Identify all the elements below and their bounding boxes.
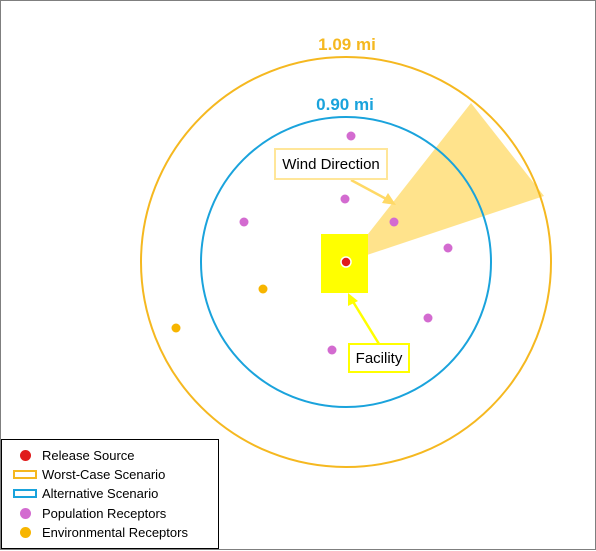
alternative-swatch: [13, 489, 37, 499]
wind-callout-arrowhead: [382, 193, 396, 205]
environmental-receptor: [171, 323, 181, 333]
environmental-swatch: [19, 526, 31, 538]
legend-item-alternative: Alternative Scenario: [10, 484, 218, 503]
environmental-receptor: [258, 284, 268, 294]
facility-callout-arrowhead: [348, 293, 358, 306]
worst-case-ring-label: 1.09 mi: [318, 35, 376, 54]
population-receptor: [346, 131, 356, 141]
environmental-receptors: [171, 284, 268, 333]
legend-label: Alternative Scenario: [42, 486, 159, 502]
legend-label: Worst-Case Scenario: [42, 467, 166, 483]
population-receptor: [389, 217, 399, 227]
wind-direction-cone: [346, 103, 544, 262]
release-source-swatch: [19, 450, 31, 462]
population-receptor: [443, 243, 453, 253]
population-receptor: [340, 194, 350, 204]
wind-callout-box: [274, 148, 388, 180]
facility-callout-box: [348, 343, 410, 373]
wind-callout-arrow: [350, 178, 391, 203]
legend-item-population: Population Receptors: [10, 504, 218, 523]
population-receptor: [423, 313, 433, 323]
legend-item-release-source: Release Source: [10, 446, 218, 465]
legend-item-worst-case: Worst-Case Scenario: [10, 465, 218, 484]
legend-label: Population Receptors: [42, 505, 167, 521]
alternative-ring: [200, 116, 492, 408]
legend-item-environmental: Environmental Receptors: [10, 523, 218, 542]
legend: Release Source Worst-Case Scenario Alter…: [1, 439, 219, 549]
wind-callout-label: Wind Direction: [282, 156, 380, 173]
population-receptors: [239, 131, 453, 355]
worst-case-ring: [140, 56, 552, 468]
legend-label: Release Source: [42, 448, 135, 464]
worst-case-swatch: [13, 470, 37, 480]
release-source: [340, 256, 352, 268]
population-swatch: [19, 507, 31, 519]
legend-label: Environmental Receptors: [42, 524, 188, 540]
population-receptor: [327, 345, 337, 355]
population-receptor: [239, 217, 249, 227]
alternative-ring-label: 0.90 mi: [316, 95, 374, 114]
facility-callout-label: Facility: [356, 350, 403, 367]
facility-callout-arrow: [350, 299, 381, 345]
